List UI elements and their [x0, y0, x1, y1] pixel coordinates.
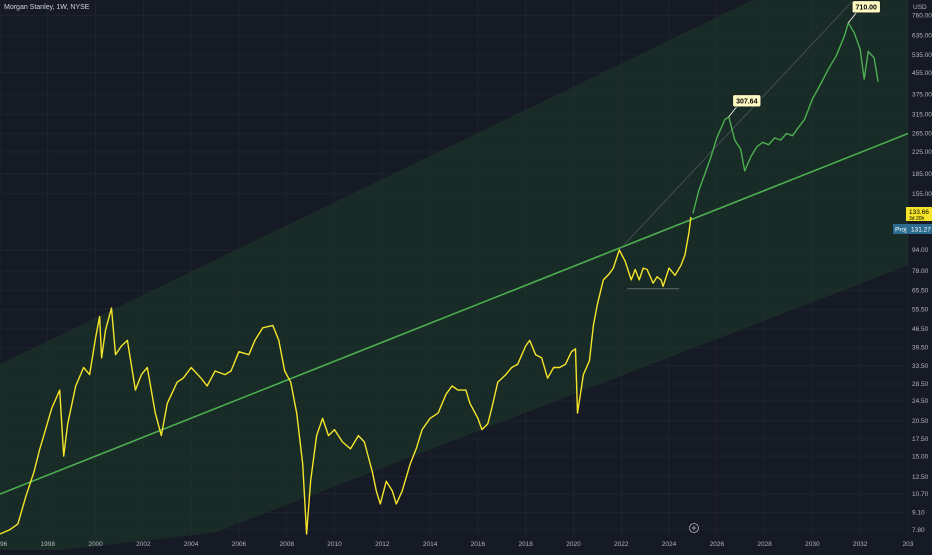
current-price-tag-bg — [906, 207, 932, 221]
x-tick-label: 2006 — [232, 541, 247, 548]
x-axis: 1996 1998 2000 2002 2004 2006 2008 2010 2012 2014… — [0, 541, 914, 548]
projection-tag-bg — [893, 224, 932, 234]
x-tick-label: 2010 — [327, 541, 342, 548]
annotation-pointer — [847, 12, 857, 24]
regression-channel — [0, 0, 909, 555]
x-tick-label: 2020 — [566, 541, 581, 548]
y-tick-label: 17.50 — [912, 436, 929, 443]
history-line — [0, 216, 692, 535]
y-tick-label: 185.00 — [912, 171, 932, 178]
projection-line — [692, 22, 879, 214]
y-tick-label: 20.50 — [912, 418, 929, 425]
x-tick-label: 2002 — [136, 541, 151, 548]
x-tick-label: 2012 — [375, 541, 390, 548]
y-tick-label: 455.00 — [912, 70, 932, 77]
y-tick-label: 7.80 — [912, 527, 925, 534]
x-tick-label: 2004 — [184, 541, 199, 548]
y-tick-label: 39.50 — [912, 345, 929, 352]
plus-icon — [689, 523, 699, 533]
y-tick-label: 94.00 — [912, 247, 929, 254]
x-tick-label: 2018 — [518, 541, 533, 548]
x-tick-label: 2024 — [662, 541, 677, 548]
add-button[interactable] — [689, 523, 699, 533]
y-tick-label: 46.50 — [912, 326, 929, 333]
y-tick-label: 12.50 — [912, 474, 929, 481]
projection-tag-value: 131.27 — [911, 227, 931, 234]
annotation-box — [732, 94, 762, 108]
y-tick-label: 760.00 — [912, 12, 932, 19]
y-tick-label: 15.00 — [912, 453, 929, 460]
y-tick-label: 535.00 — [912, 52, 932, 59]
chart-title: Morgan Stanley, 1W, NYSE — [4, 4, 90, 11]
x-tick-label: 2016 — [471, 541, 486, 548]
x-tick-label: 2014 — [423, 541, 438, 548]
annotation-pointer — [728, 106, 738, 118]
x-tick-label: 2030 — [805, 541, 820, 548]
y-axis: 760.00 635.00 535.00 455.00 375.00 315.00 265.… — [912, 12, 932, 533]
x-tick-label: 1996 — [0, 541, 8, 548]
trend-ray — [619, 1, 853, 251]
price-series — [0, 22, 879, 535]
y-tick-label: 33.50 — [912, 363, 929, 370]
annotation-label: 307.64 — [736, 98, 758, 105]
y-tick-label: 315.00 — [912, 111, 932, 118]
x-tick-label: 1998 — [41, 541, 56, 548]
x-tick-label: 2022 — [614, 541, 629, 548]
annotation-box — [851, 0, 881, 14]
y-tick-label: 155.00 — [912, 191, 932, 198]
y-tick-label: 78.00 — [912, 268, 929, 275]
y-tick-label: 9.10 — [912, 509, 925, 516]
bar-countdown: 3d 20h — [909, 216, 925, 222]
channel-fill — [0, 0, 908, 555]
currency-label: USD — [913, 4, 927, 11]
y-tick-label: 375.00 — [912, 92, 932, 99]
y-tick-label: 635.00 — [912, 33, 932, 40]
x-tick-label: 203 — [903, 541, 914, 548]
regression-line — [0, 132, 909, 495]
y-tick-label: 10.70 — [912, 491, 929, 498]
x-tick-label: 2028 — [757, 541, 772, 548]
x-tick-label: 2026 — [710, 541, 725, 548]
price-tags: 133.66 3d 20h Proj 131.27 — [893, 207, 932, 234]
annotations: 307.64 710.00 — [728, 0, 881, 118]
x-tick-label: 2032 — [853, 541, 868, 548]
x-tick-label: 2008 — [279, 541, 294, 548]
x-tick-label: 2000 — [88, 541, 103, 548]
annotation-label: 710.00 — [856, 4, 878, 11]
current-price-value: 133.66 — [909, 209, 929, 216]
y-tick-label: 65.50 — [912, 288, 929, 295]
y-tick-label: 28.50 — [912, 381, 929, 388]
y-tick-label: 55.50 — [912, 306, 929, 313]
y-tick-label: 225.00 — [912, 149, 932, 156]
y-tick-label: 265.00 — [912, 131, 932, 138]
y-tick-label: 24.50 — [912, 398, 929, 405]
projection-tag-label: Proj — [895, 227, 907, 234]
